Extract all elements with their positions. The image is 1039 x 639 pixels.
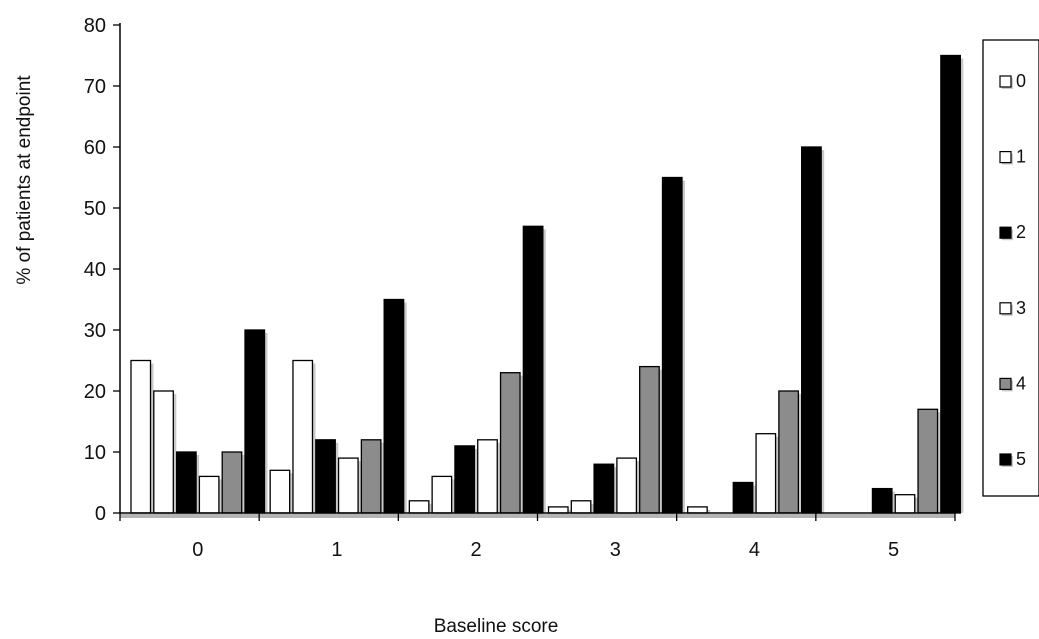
x-tick-label: 2 — [471, 539, 482, 561]
bar-series-4-cat-2 — [499, 372, 521, 514]
bar-series-5-cat-0 — [244, 329, 266, 514]
y-tick-label: 20 — [84, 381, 106, 403]
y-tick-label: 30 — [84, 320, 106, 342]
bar-series-3-cat-1 — [337, 457, 359, 514]
bar-series-0-cat-3 — [547, 506, 569, 514]
bar-series-2-cat-5 — [871, 487, 893, 514]
bars-layer — [130, 54, 964, 514]
bar-series-5-cat-2 — [522, 225, 544, 514]
bar-series-4-cat-3 — [639, 365, 660, 514]
bar-series-2-cat-4 — [732, 481, 754, 514]
y-axis-title: % of patients at endpoint — [14, 75, 35, 285]
y-tick-label: 40 — [84, 259, 106, 281]
legend-swatch — [999, 377, 1012, 390]
bar-series-3-cat-2 — [477, 439, 498, 514]
bar-series-2-cat-3 — [593, 463, 615, 514]
y-tick-label: 50 — [84, 198, 106, 220]
legend-box — [982, 39, 1039, 497]
legend-label: 1 — [1016, 147, 1026, 167]
bar-series-1-cat-0 — [153, 390, 174, 514]
legend-swatch — [999, 226, 1012, 239]
bar-series-4-cat-5 — [917, 408, 939, 514]
bar-series-3-cat-0 — [198, 475, 220, 514]
legend-label: 4 — [1016, 373, 1026, 393]
x-tick-label: 5 — [888, 539, 899, 561]
bar-series-0-cat-1 — [269, 469, 291, 514]
bar-series-0-cat-4 — [687, 506, 708, 514]
bar-series-1-cat-2 — [431, 475, 453, 514]
axes-layer — [113, 23, 956, 521]
bar-series-3-cat-5 — [894, 494, 916, 514]
bar-series-5-cat-4 — [801, 146, 822, 514]
legend-label: 0 — [1016, 71, 1026, 91]
bar-series-3-cat-4 — [755, 433, 777, 514]
y-tick-label: 70 — [84, 76, 106, 98]
y-tick-label: 0 — [95, 503, 106, 525]
y-tick-label: 80 — [84, 15, 106, 37]
tick-labels-layer: 0 10 20 30 40 50 60 70 80 0 1 2 3 4 5 — [84, 15, 899, 561]
bar-series-4-cat-1 — [360, 439, 382, 514]
bar-series-3-cat-3 — [616, 457, 638, 514]
bar-series-5-cat-3 — [661, 176, 683, 514]
y-tick-label: 10 — [84, 442, 106, 464]
bar-series-5-cat-1 — [383, 298, 405, 514]
bar-series-0-cat-0 — [130, 359, 152, 514]
legend-swatch — [999, 151, 1012, 164]
x-axis-title: Baseline score — [434, 616, 559, 637]
legend-swatch — [999, 453, 1012, 466]
x-tick-label: 1 — [331, 539, 342, 561]
y-tick-label: 60 — [84, 137, 106, 159]
x-tick-label: 3 — [610, 539, 621, 561]
legend-label: 2 — [1016, 222, 1026, 242]
bar-series-1-cat-3 — [570, 500, 592, 514]
legend: 0 1 2 3 4 5 — [982, 39, 1039, 497]
legend-swatch — [999, 302, 1012, 315]
bar-series-5-cat-5 — [940, 54, 961, 514]
bar-series-0-cat-2 — [408, 500, 430, 514]
x-tick-label: 0 — [192, 539, 203, 561]
bar-series-2-cat-2 — [454, 445, 476, 514]
bar-series-2-cat-1 — [315, 439, 336, 514]
bar-series-4-cat-0 — [221, 451, 243, 514]
legend-swatch — [999, 75, 1012, 88]
legend-label: 3 — [1016, 298, 1026, 318]
bar-series-1-cat-1 — [292, 359, 314, 514]
x-tick-label: 4 — [749, 539, 760, 561]
bar-series-4-cat-4 — [778, 390, 800, 514]
bar-series-2-cat-0 — [175, 451, 197, 514]
legend-label: 5 — [1016, 449, 1026, 469]
